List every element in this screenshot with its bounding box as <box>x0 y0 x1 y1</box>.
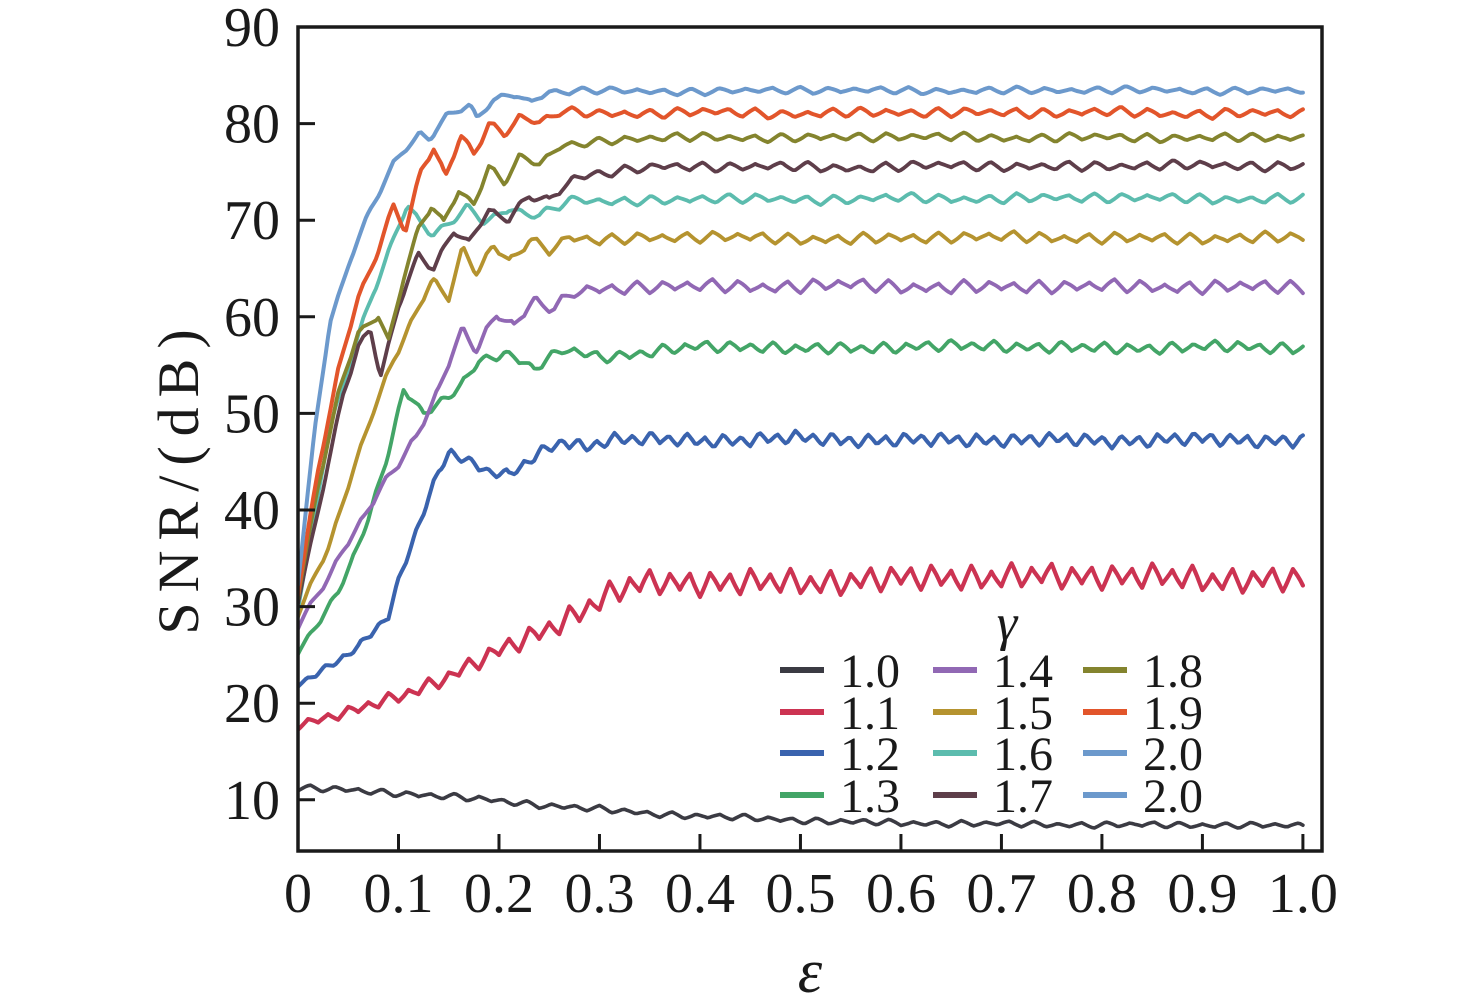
legend-entry-9-gamma-1.9: 1.9 <box>1083 687 1203 740</box>
legend-label: 2.0 <box>1143 770 1203 823</box>
legend-label: 1.4 <box>993 645 1053 698</box>
legend-label: 1.1 <box>840 687 900 740</box>
series-line-gamma-1.6 <box>298 191 1305 612</box>
legend-label: 2.0 <box>1143 728 1203 781</box>
legend-title: γ <box>997 595 1019 652</box>
axis-ticks <box>296 25 1305 851</box>
legend-entry-10-gamma-2.0: 2.0 <box>1083 728 1203 781</box>
x-tick-label: 0.4 <box>665 863 735 925</box>
series-line-gamma-1.7 <box>298 158 1305 606</box>
legend-label: 1.6 <box>993 728 1053 781</box>
series-line-gamma-2.0 <box>298 84 1305 587</box>
series-line-gamma-1.8 <box>298 130 1305 601</box>
y-tick-label: 50 <box>224 383 280 445</box>
legend-entry-3-gamma-1.3: 1.3 <box>780 770 900 823</box>
legend-entry-0-gamma-1.0: 1.0 <box>780 645 900 698</box>
legend-label: 1.3 <box>840 770 900 823</box>
series-line-gamma-1.2 <box>298 428 1305 689</box>
x-tick-label: 0.5 <box>765 863 835 925</box>
x-tick-label: 0.8 <box>1067 863 1137 925</box>
y-axis-label: SNR/(dB) <box>146 319 211 634</box>
x-tick-label: 1.0 <box>1268 863 1338 925</box>
legend-entry-5-gamma-1.5: 1.5 <box>933 687 1053 740</box>
y-tick-label: 80 <box>224 94 280 156</box>
legend-label: 1.2 <box>840 728 900 781</box>
y-tick-label: 70 <box>224 190 280 252</box>
legend-entries: 1.01.11.21.31.41.51.61.71.81.92.02.0 <box>780 645 1203 823</box>
tick-labels: 0 0.1 0.2 0.3 0.4 0.5 0.6 0.7 0.8 0.9 1.0 10 20 30 40 5… <box>224 0 1338 925</box>
legend-entry-2-gamma-1.2: 1.2 <box>780 728 900 781</box>
legend-label: 1.5 <box>993 687 1053 740</box>
x-tick-label: 0.1 <box>363 863 433 925</box>
x-tick-label: 0.3 <box>564 863 634 925</box>
series-line-gamma-1.1 <box>298 561 1306 732</box>
x-tick-label: 0.7 <box>966 863 1036 925</box>
x-tick-label: 0.2 <box>464 863 534 925</box>
legend-label: 1.7 <box>993 770 1053 823</box>
legend-entry-6-gamma-1.6: 1.6 <box>933 728 1053 781</box>
legend-entry-7-gamma-1.7: 1.7 <box>933 770 1053 823</box>
x-tick-label: 0.9 <box>1167 863 1237 925</box>
series-line-gamma-1.3 <box>298 338 1305 657</box>
y-tick-label: 30 <box>224 577 280 639</box>
y-tick-label: 10 <box>224 770 280 832</box>
legend-label: 1.9 <box>1143 687 1203 740</box>
series-line-gamma-1.4 <box>298 277 1305 631</box>
y-tick-label: 20 <box>224 673 280 735</box>
legend-entry-11-gamma-2.0: 2.0 <box>1083 770 1203 823</box>
curves-layer <box>298 84 1306 830</box>
legend-entry-1-gamma-1.1: 1.1 <box>780 687 900 740</box>
series-line-gamma-1.5 <box>298 229 1305 619</box>
x-tick-label: 0.6 <box>866 863 936 925</box>
series-line-gamma-1.9 <box>298 105 1305 597</box>
legend-entry-4-gamma-1.4: 1.4 <box>933 645 1053 698</box>
legend: γ 1.01.11.21.31.41.51.61.71.81.92.02.0 <box>780 595 1203 823</box>
series-line-gamma-1.0 <box>298 783 1305 830</box>
legend-label: 1.0 <box>840 645 900 698</box>
y-tick-label: 90 <box>224 0 280 59</box>
legend-label: 1.8 <box>1143 645 1203 698</box>
legend-entry-8-gamma-1.8: 1.8 <box>1083 645 1203 698</box>
plot-frame <box>296 25 1324 853</box>
y-tick-label: 40 <box>224 480 280 542</box>
y-tick-label: 60 <box>224 287 280 349</box>
x-tick-label: 0 <box>284 863 312 925</box>
x-axis-label: ε <box>798 938 823 1006</box>
